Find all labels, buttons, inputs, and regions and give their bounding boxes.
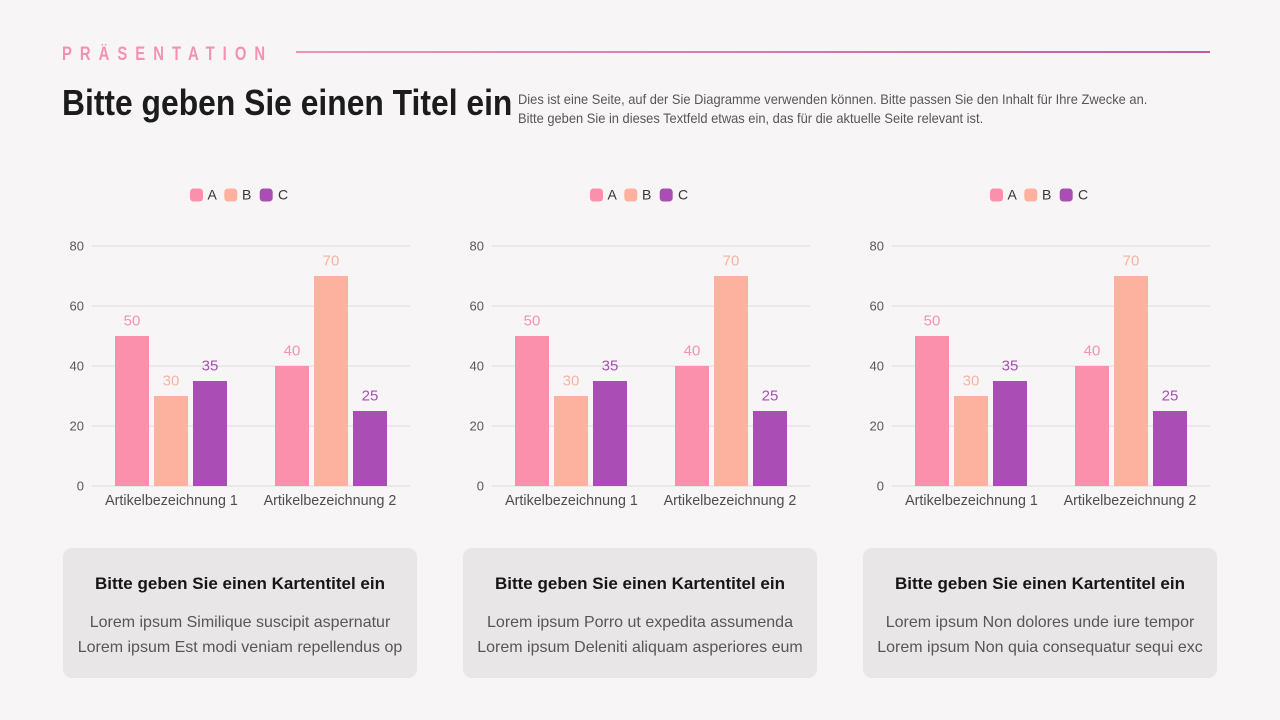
- svg-text:C: C: [678, 187, 688, 203]
- svg-text:35: 35: [202, 358, 219, 375]
- svg-text:60: 60: [70, 299, 84, 314]
- svg-text:B: B: [1042, 187, 1051, 203]
- svg-text:40: 40: [470, 359, 484, 374]
- svg-text:Artikelbezeichnung 2: Artikelbezeichnung 2: [264, 493, 397, 509]
- svg-text:40: 40: [684, 343, 701, 360]
- svg-text:20: 20: [70, 419, 84, 434]
- svg-text:30: 30: [963, 373, 980, 390]
- svg-text:A: A: [208, 187, 218, 203]
- svg-text:60: 60: [870, 299, 884, 314]
- svg-text:40: 40: [70, 359, 84, 374]
- svg-text:35: 35: [1002, 358, 1019, 375]
- svg-text:C: C: [1078, 187, 1088, 203]
- svg-text:0: 0: [877, 479, 884, 494]
- svg-text:70: 70: [1123, 253, 1140, 270]
- svg-text:25: 25: [1162, 388, 1179, 405]
- svg-text:Artikelbezeichnung 1: Artikelbezeichnung 1: [505, 493, 638, 509]
- svg-text:20: 20: [870, 419, 884, 434]
- svg-text:70: 70: [723, 253, 740, 270]
- svg-text:0: 0: [477, 479, 484, 494]
- svg-text:A: A: [1008, 187, 1018, 203]
- svg-text:B: B: [642, 187, 651, 203]
- svg-text:40: 40: [870, 359, 884, 374]
- svg-text:25: 25: [362, 388, 379, 405]
- svg-text:80: 80: [70, 239, 84, 254]
- svg-text:20: 20: [470, 419, 484, 434]
- svg-text:35: 35: [602, 358, 619, 375]
- svg-text:A: A: [608, 187, 618, 203]
- svg-text:0: 0: [77, 479, 84, 494]
- svg-text:Artikelbezeichnung 1: Artikelbezeichnung 1: [905, 493, 1038, 509]
- svg-text:Artikelbezeichnung 2: Artikelbezeichnung 2: [1064, 493, 1197, 509]
- svg-text:50: 50: [124, 313, 141, 330]
- svg-text:30: 30: [563, 373, 580, 390]
- svg-text:80: 80: [870, 239, 884, 254]
- svg-text:B: B: [242, 187, 251, 203]
- svg-text:C: C: [278, 187, 288, 203]
- svg-text:Artikelbezeichnung 2: Artikelbezeichnung 2: [664, 493, 797, 509]
- svg-text:50: 50: [924, 313, 941, 330]
- svg-text:40: 40: [284, 343, 301, 360]
- svg-text:25: 25: [762, 388, 779, 405]
- svg-text:50: 50: [524, 313, 541, 330]
- svg-text:Artikelbezeichnung 1: Artikelbezeichnung 1: [105, 493, 238, 509]
- svg-text:80: 80: [470, 239, 484, 254]
- svg-text:70: 70: [323, 253, 340, 270]
- svg-text:30: 30: [163, 373, 180, 390]
- svg-text:60: 60: [470, 299, 484, 314]
- svg-text:40: 40: [1084, 343, 1101, 360]
